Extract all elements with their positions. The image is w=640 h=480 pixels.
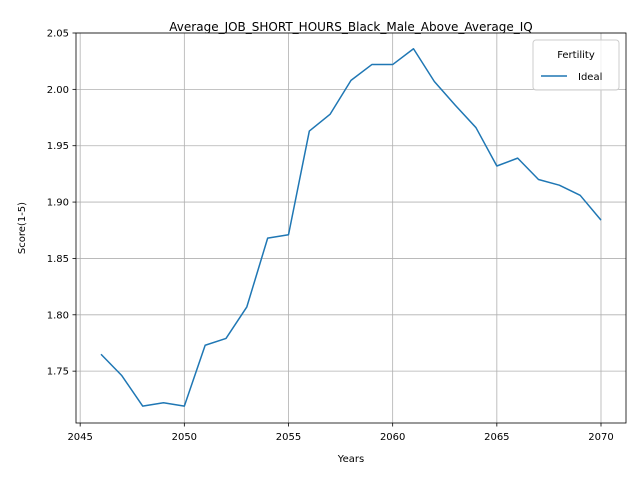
y-tick-label: 2.05 [47,29,69,40]
y-axis: 1.75 1.80 1.85 1.90 1.95 2.00 2.05 [47,29,76,378]
y-tick-label: 2.00 [47,85,69,96]
y-axis-label: Score(1-5) [17,202,28,254]
grid [76,32,626,423]
legend-box [532,39,620,91]
x-tick-label: 2070 [588,432,613,443]
x-axis: 2045 2050 2055 2060 2065 2070 [67,423,614,443]
y-tick-label: 1.95 [47,141,69,152]
y-tick-label: 1.90 [47,198,69,209]
x-tick-label: 2055 [276,432,301,443]
y-tick-label: 1.75 [47,367,69,378]
x-axis-label: Years [337,454,364,465]
legend-title: Fertility [557,50,595,61]
y-tick-label: 1.80 [47,310,69,321]
chart-title: Average_JOB_SHORT_HOURS_Black_Male_Above… [169,20,532,34]
x-tick-label: 2060 [380,432,405,443]
x-tick-label: 2065 [484,432,509,443]
series-line-ideal [100,48,602,407]
x-tick-label: 2050 [172,432,197,443]
series-group [100,48,602,407]
x-tick-label: 2045 [67,432,92,443]
plot-frame [75,32,627,424]
y-tick-label: 1.85 [47,254,69,265]
legend-label-ideal: Ideal [578,72,602,83]
legend: Fertility Ideal [532,39,620,91]
